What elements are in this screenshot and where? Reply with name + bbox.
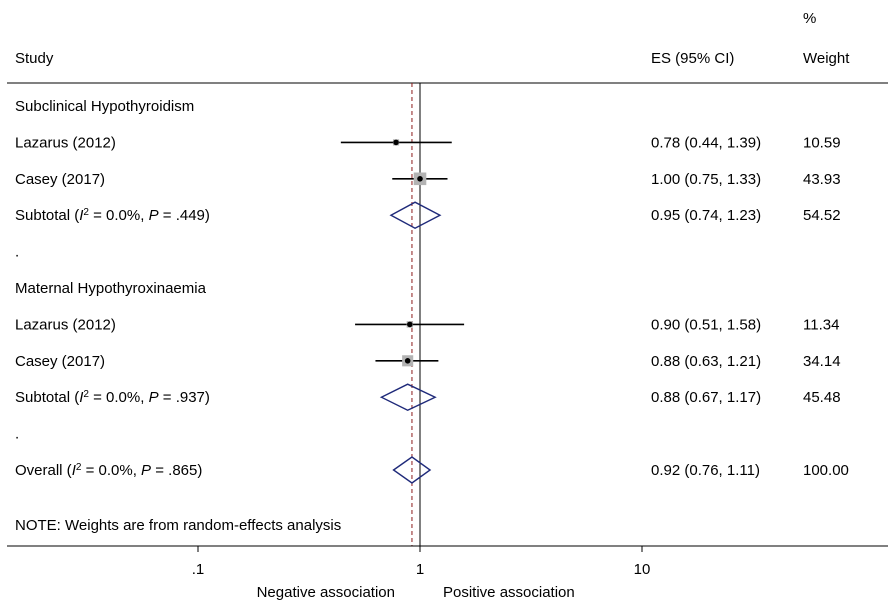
x-axis: .1 1 10 [192,546,651,578]
subtotal-diamond [379,383,437,411]
row-weight: 11.34 [803,316,839,333]
p-value-symbol: P [141,462,151,479]
row-label: Lazarus (2012) [15,134,116,151]
row-effect-size: 0.88 (0.67, 1.17) [651,389,761,406]
es-column-header: ES (95% CI) [651,50,734,67]
row-label-name: Overall ( [15,462,72,479]
study-column-header: Study [15,50,54,67]
rows-layer: Subclinical Hypothyroidism Lazarus (2012)… [15,98,849,479]
heterogeneity-superscript: 2 [76,462,82,473]
row-effect-size: 0.90 (0.51, 1.58) [651,316,761,333]
p-value: = .937) [159,389,210,406]
row-weight: 43.93 [803,171,841,188]
row-weight: 45.48 [803,389,841,406]
overall-diamond [392,456,432,484]
row-label-name: Subtotal ( [15,207,79,224]
row-effect-size: 0.88 (0.63, 1.21) [651,353,761,370]
row-label-name: Subtotal ( [15,389,79,406]
row-effect-size: 0.92 (0.76, 1.11) [651,462,760,479]
point-estimate [393,139,399,146]
weight-pct-header: % [803,10,816,27]
row-label: Subtotal (I2 = 0.0%, P = .937) [15,389,210,407]
row-label: Overall (I2 = 0.0%, P = .865) [15,462,202,480]
heterogeneity-value: = 0.0%, [81,462,141,479]
row-label: Maternal Hypothyroxinaemia [15,280,207,297]
row-weight: 100.00 [803,462,849,479]
subtotal-diamond [389,201,442,229]
row-effect-size: 0.95 (0.74, 1.23) [651,207,761,224]
row-effect-size: 0.78 (0.44, 1.39) [651,134,761,151]
heterogeneity-superscript: 2 [83,389,89,400]
heterogeneity-superscript: 2 [83,207,89,218]
row-weight: 34.14 [803,353,841,370]
marks-layer [340,83,465,549]
p-value-symbol: P [149,389,159,406]
row-weight: 10.59 [803,134,841,151]
p-value-symbol: P [149,207,159,224]
point-estimate [407,321,413,328]
weight-column-header: Weight [803,50,850,67]
row-label: . [15,426,19,443]
x-tick-label: 10 [634,561,651,578]
row-label: Casey (2017) [15,171,105,188]
heterogeneity-i-symbol: I [79,389,83,406]
row-label: . [15,244,19,261]
heterogeneity-value: = 0.0%, [89,389,149,406]
point-estimate [417,176,423,182]
negative-association-label: Negative association [257,584,395,601]
row-label: Subclinical Hypothyroidism [15,98,194,115]
row-label: Lazarus (2012) [15,316,116,333]
heterogeneity-i-symbol: I [72,462,76,479]
heterogeneity-i-symbol: I [79,207,83,224]
footer-note: NOTE: Weights are from random-effects an… [15,517,341,534]
heterogeneity-value: = 0.0%, [89,207,149,224]
p-value: = .449) [159,207,210,224]
x-tick-label: 1 [416,561,424,578]
row-weight: 54.52 [803,207,841,224]
p-value: = .865) [151,462,202,479]
row-effect-size: 1.00 (0.75, 1.33) [651,171,761,188]
positive-association-label: Positive association [443,584,575,601]
row-label: Casey (2017) [15,353,105,370]
point-estimate [404,358,411,364]
row-label: Subtotal (I2 = 0.0%, P = .449) [15,207,210,225]
x-tick-label: .1 [192,561,205,578]
